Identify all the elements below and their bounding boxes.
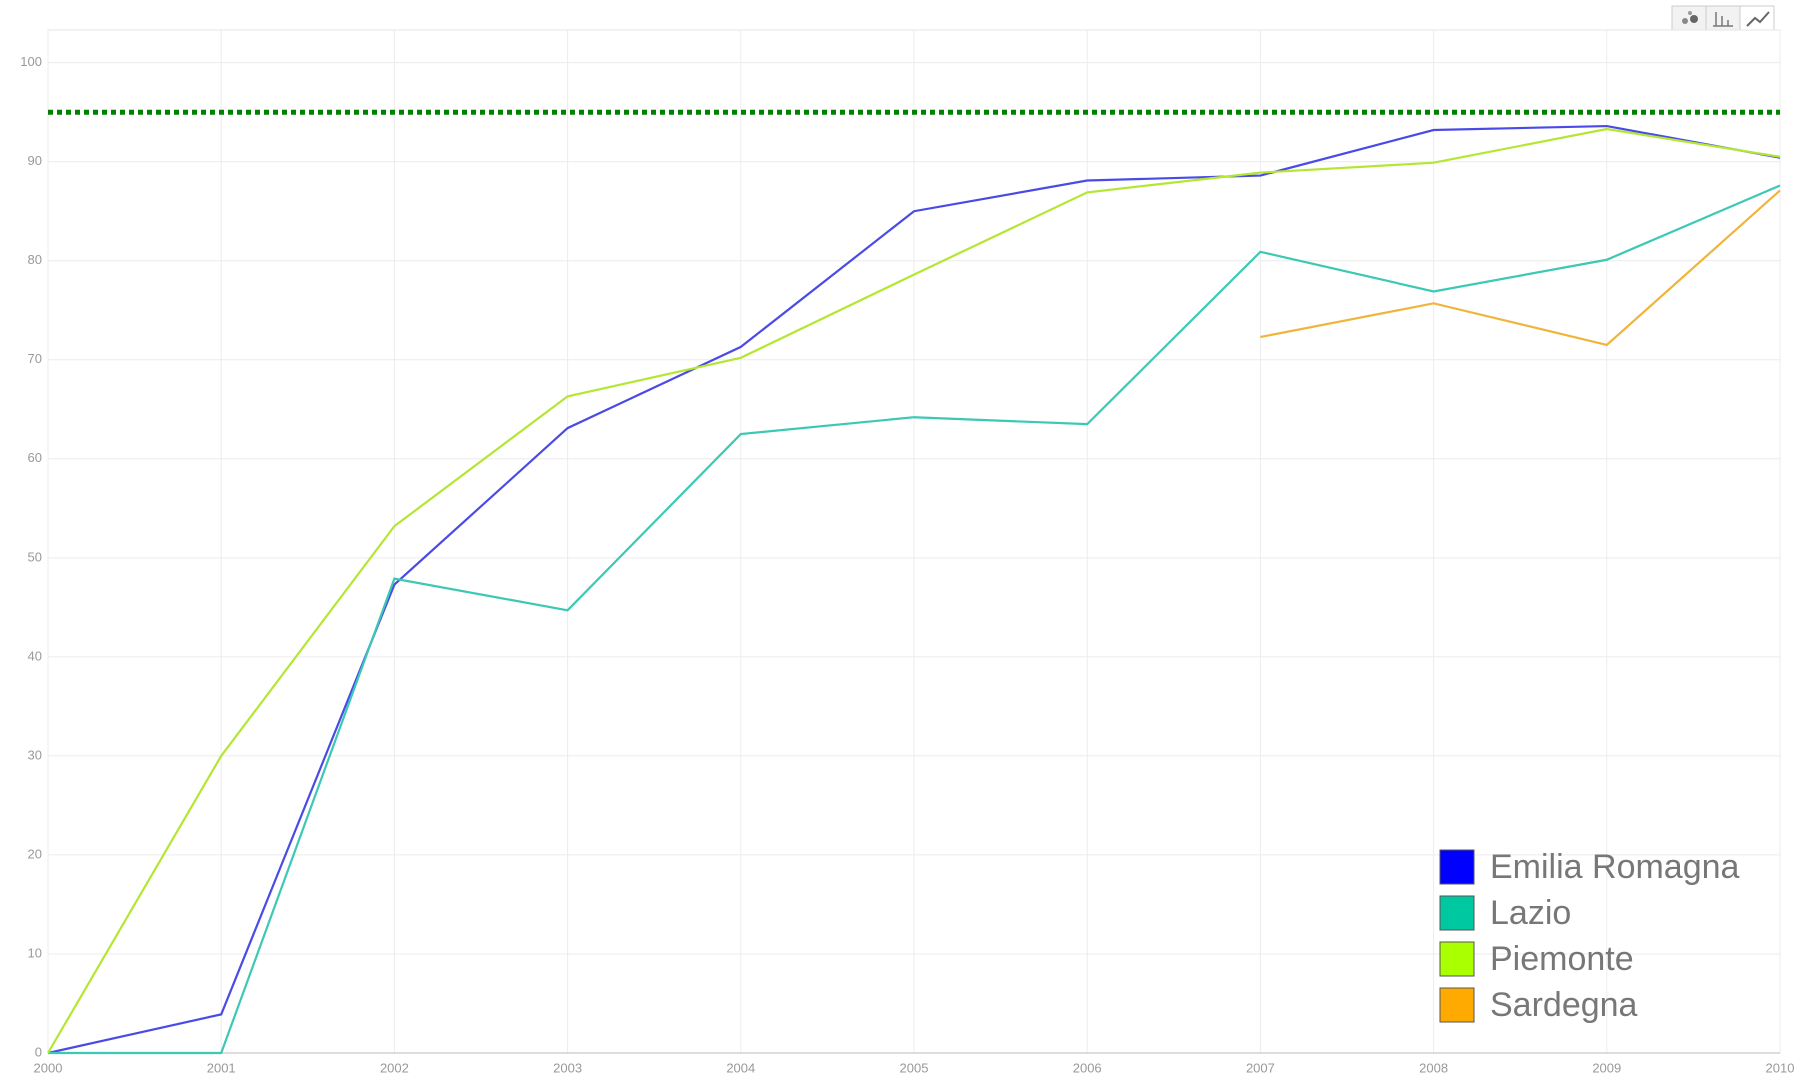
x-tick-label: 2005: [900, 1060, 929, 1075]
x-tick-label: 2009: [1592, 1060, 1621, 1075]
series-line: [48, 184, 1781, 1055]
y-tick-label: 50: [28, 549, 42, 564]
legend-label: Emilia Romagna: [1490, 848, 1740, 886]
y-tick-label: 0: [35, 1044, 42, 1059]
legend-swatch: [1439, 987, 1475, 1023]
y-tick-label: 20: [28, 846, 42, 861]
y-tick-label: 40: [28, 648, 42, 663]
y-tick-label: 30: [28, 747, 42, 762]
y-tick-label: 70: [28, 351, 42, 366]
line-view-button[interactable]: [1739, 5, 1775, 31]
y-tick-label: 60: [28, 450, 42, 465]
toolbar: [1671, 5, 1775, 31]
y-tick-label: 90: [28, 153, 42, 168]
bubble-view-button[interactable]: [1671, 5, 1707, 31]
y-tick-label: 80: [28, 252, 42, 267]
x-tick-label: 2004: [726, 1060, 755, 1075]
legend-swatch: [1439, 849, 1475, 885]
x-tick-label: 2001: [207, 1060, 236, 1075]
x-tick-label: 2008: [1419, 1060, 1448, 1075]
series-line: [47, 127, 1781, 1054]
x-tick-label: 2010: [1766, 1060, 1795, 1075]
series-line: [47, 124, 1781, 1055]
legend-swatch: [1439, 941, 1475, 977]
legend-label: Piemonte: [1490, 940, 1634, 978]
y-tick-label: 10: [28, 945, 42, 960]
series-line: [1260, 189, 1781, 347]
legend-label: Lazio: [1490, 894, 1571, 932]
x-tick-label: 2003: [553, 1060, 582, 1075]
x-tick-label: 2000: [34, 1060, 63, 1075]
legend-swatch: [1439, 895, 1475, 931]
y-tick-label: 100: [20, 54, 42, 69]
legend-label: Sardegna: [1490, 986, 1638, 1024]
x-tick-label: 2006: [1073, 1060, 1102, 1075]
x-tick-label: 2002: [380, 1060, 409, 1075]
x-tick-label: 2007: [1246, 1060, 1275, 1075]
